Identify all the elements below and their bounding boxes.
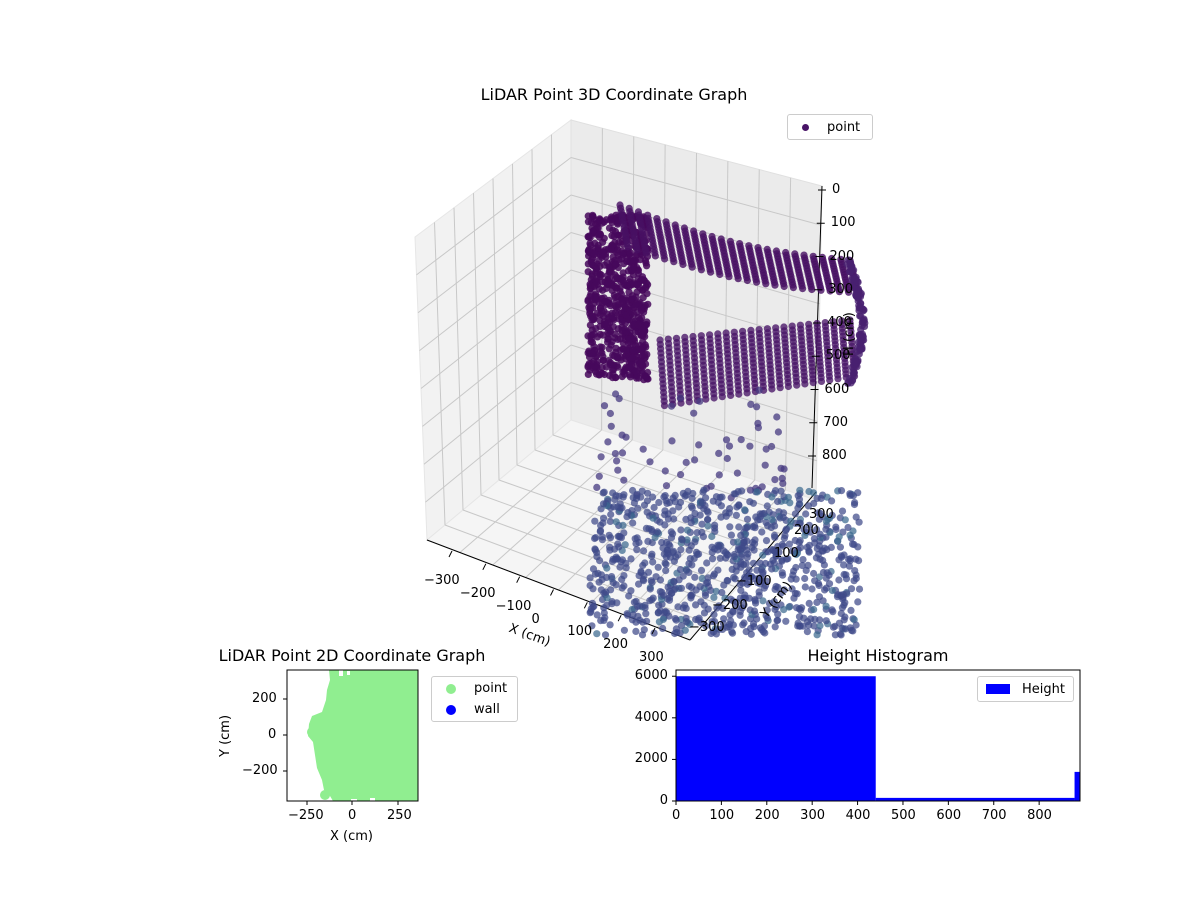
z-tick-3d: 800 bbox=[822, 448, 847, 463]
histogram-bar bbox=[875, 797, 1075, 801]
x-tick-3d: 200 bbox=[603, 637, 628, 653]
y-tick-3d: −300 bbox=[689, 620, 725, 635]
histogram-x-tick: 0 bbox=[672, 808, 681, 823]
histogram-x-tick: 700 bbox=[981, 808, 1007, 823]
legend-label-wall: wall bbox=[474, 702, 500, 717]
y-tick-3d: 300 bbox=[809, 507, 834, 522]
x-tick-3d: 300 bbox=[639, 650, 664, 665]
histogram-y-tick: 6000 bbox=[634, 668, 668, 684]
chart-2d-title: LiDAR Point 2D Coordinate Graph bbox=[218, 646, 486, 665]
z-tick-3d: 700 bbox=[823, 414, 849, 430]
z-tick-3d: 600 bbox=[824, 381, 850, 397]
histogram-y-tick: 2000 bbox=[634, 751, 668, 767]
legend-histogram: Height bbox=[977, 676, 1074, 702]
scatter-2d-fill bbox=[307, 670, 418, 801]
y-tick-3d: 100 bbox=[774, 546, 799, 561]
x-axis-label-2d: X (cm) bbox=[330, 829, 373, 844]
x-tick-3d: −300 bbox=[424, 573, 460, 588]
z-tick-3d: 500 bbox=[825, 348, 851, 364]
y-tick-3d: 200 bbox=[794, 523, 819, 538]
legend-3d: point bbox=[787, 114, 873, 140]
chart-3d-title: LiDAR Point 3D Coordinate Graph bbox=[480, 85, 748, 104]
histogram-x-tick: 100 bbox=[709, 808, 735, 823]
x-tick-3d: −100 bbox=[495, 598, 532, 614]
z-tick-3d: 0 bbox=[832, 182, 841, 197]
histogram-x-tick: 400 bbox=[845, 808, 871, 823]
histogram-x-tick: 600 bbox=[936, 808, 962, 823]
axes-frame-histogram bbox=[675, 669, 1081, 802]
histogram-title: Height Histogram bbox=[807, 646, 949, 665]
x-tick-3d: 0 bbox=[531, 611, 540, 627]
z-tick-3d: 200 bbox=[829, 248, 855, 264]
legend-marker-wall bbox=[446, 704, 456, 715]
x-tick-2d: −250 bbox=[288, 808, 324, 823]
histogram-y-tick: 4000 bbox=[634, 709, 668, 725]
histogram-bars bbox=[676, 676, 1080, 801]
legend-label-point: point bbox=[827, 119, 861, 135]
z-tick-3d: 100 bbox=[830, 215, 856, 231]
legend-marker-point bbox=[446, 683, 456, 694]
z-tick-3d: 400 bbox=[827, 315, 852, 330]
legend-marker-point bbox=[802, 123, 809, 131]
legend-2d: point wall bbox=[431, 676, 518, 722]
histogram-y-tick: 0 bbox=[659, 793, 668, 808]
y-tick-2d: 200 bbox=[252, 691, 277, 706]
histogram-bar bbox=[676, 676, 876, 801]
histogram-x-tick: 800 bbox=[1027, 808, 1052, 823]
legend-label-point: point bbox=[474, 681, 508, 696]
z-tick-3d: 300 bbox=[828, 281, 854, 297]
x-tick-3d: −200 bbox=[459, 585, 496, 601]
y-tick-2d: −200 bbox=[242, 763, 278, 778]
y-tick-3d: −200 bbox=[712, 598, 748, 613]
histogram-bar bbox=[1074, 771, 1080, 801]
point-cloud-3d bbox=[584, 201, 869, 639]
histogram-x-tick: 200 bbox=[754, 808, 780, 823]
x-tick-3d: 100 bbox=[567, 624, 593, 640]
histogram-x-tick: 300 bbox=[800, 808, 825, 823]
x-tick-2d: 250 bbox=[387, 808, 412, 823]
legend-swatch-height bbox=[986, 684, 1011, 694]
x-tick-2d: 0 bbox=[348, 808, 357, 823]
legend-label-height: Height bbox=[1022, 681, 1065, 697]
histogram-x-tick: 500 bbox=[890, 808, 916, 823]
y-tick-3d: −100 bbox=[736, 574, 772, 589]
y-tick-2d: 0 bbox=[268, 727, 277, 742]
